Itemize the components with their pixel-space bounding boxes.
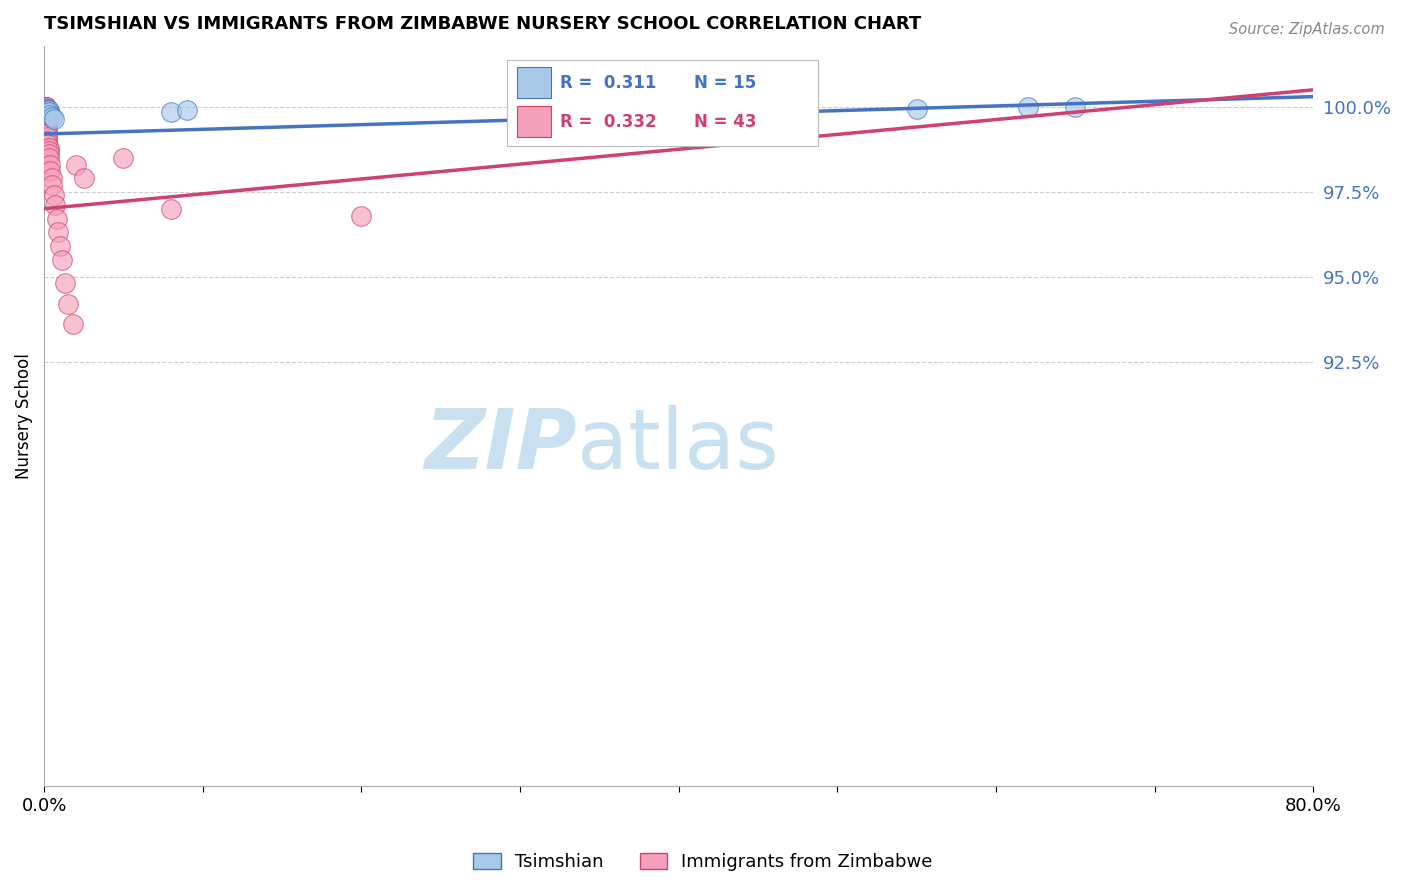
Point xyxy=(34,100,56,114)
Point xyxy=(112,151,135,165)
Point xyxy=(62,317,84,331)
Point xyxy=(350,209,373,223)
Point xyxy=(49,239,72,253)
Point xyxy=(41,178,63,192)
Point xyxy=(38,144,60,158)
Point xyxy=(1064,100,1087,114)
Point xyxy=(53,277,76,291)
Text: atlas: atlas xyxy=(576,405,779,486)
Point xyxy=(1017,100,1039,114)
Point xyxy=(37,134,59,148)
Point xyxy=(42,112,65,126)
Point xyxy=(39,108,62,122)
Point xyxy=(42,188,65,202)
Point xyxy=(35,102,58,116)
Point xyxy=(39,164,62,178)
Text: TSIMSHIAN VS IMMIGRANTS FROM ZIMBABWE NURSERY SCHOOL CORRELATION CHART: TSIMSHIAN VS IMMIGRANTS FROM ZIMBABWE NU… xyxy=(44,15,921,33)
Point xyxy=(44,198,66,212)
Point xyxy=(39,157,62,171)
Point xyxy=(35,106,58,120)
Point xyxy=(34,100,56,114)
Y-axis label: Nursery School: Nursery School xyxy=(15,353,32,479)
Point xyxy=(35,113,58,128)
Point xyxy=(65,157,87,171)
Point xyxy=(38,140,60,154)
Point xyxy=(41,110,63,124)
Point xyxy=(37,120,59,135)
Point xyxy=(38,151,60,165)
Point xyxy=(35,106,58,120)
Point xyxy=(45,211,67,226)
Point xyxy=(35,110,58,124)
Point xyxy=(56,297,79,311)
Point xyxy=(51,252,73,267)
Point xyxy=(35,100,58,114)
Point xyxy=(35,100,58,114)
Point xyxy=(35,100,58,114)
Point xyxy=(37,117,59,131)
Point xyxy=(41,171,63,186)
Point xyxy=(37,130,59,145)
Point xyxy=(38,103,60,118)
Point xyxy=(35,100,58,114)
Point xyxy=(176,103,198,118)
Point xyxy=(35,113,58,128)
Point xyxy=(37,103,59,118)
Point xyxy=(160,104,183,119)
Point xyxy=(38,147,60,161)
Point xyxy=(35,103,58,118)
Point xyxy=(37,137,59,152)
Legend: Tsimshian, Immigrants from Zimbabwe: Tsimshian, Immigrants from Zimbabwe xyxy=(467,846,939,879)
Text: Source: ZipAtlas.com: Source: ZipAtlas.com xyxy=(1229,22,1385,37)
Point xyxy=(73,171,96,186)
Point xyxy=(37,123,59,137)
Point xyxy=(48,226,70,240)
Point xyxy=(905,102,928,116)
Point xyxy=(35,103,58,118)
Point xyxy=(160,202,183,216)
Point xyxy=(35,110,58,124)
Point xyxy=(37,127,59,141)
Point xyxy=(37,104,59,119)
Text: ZIP: ZIP xyxy=(425,405,576,486)
Point xyxy=(35,103,58,118)
Point xyxy=(38,104,60,119)
Point xyxy=(37,102,59,116)
